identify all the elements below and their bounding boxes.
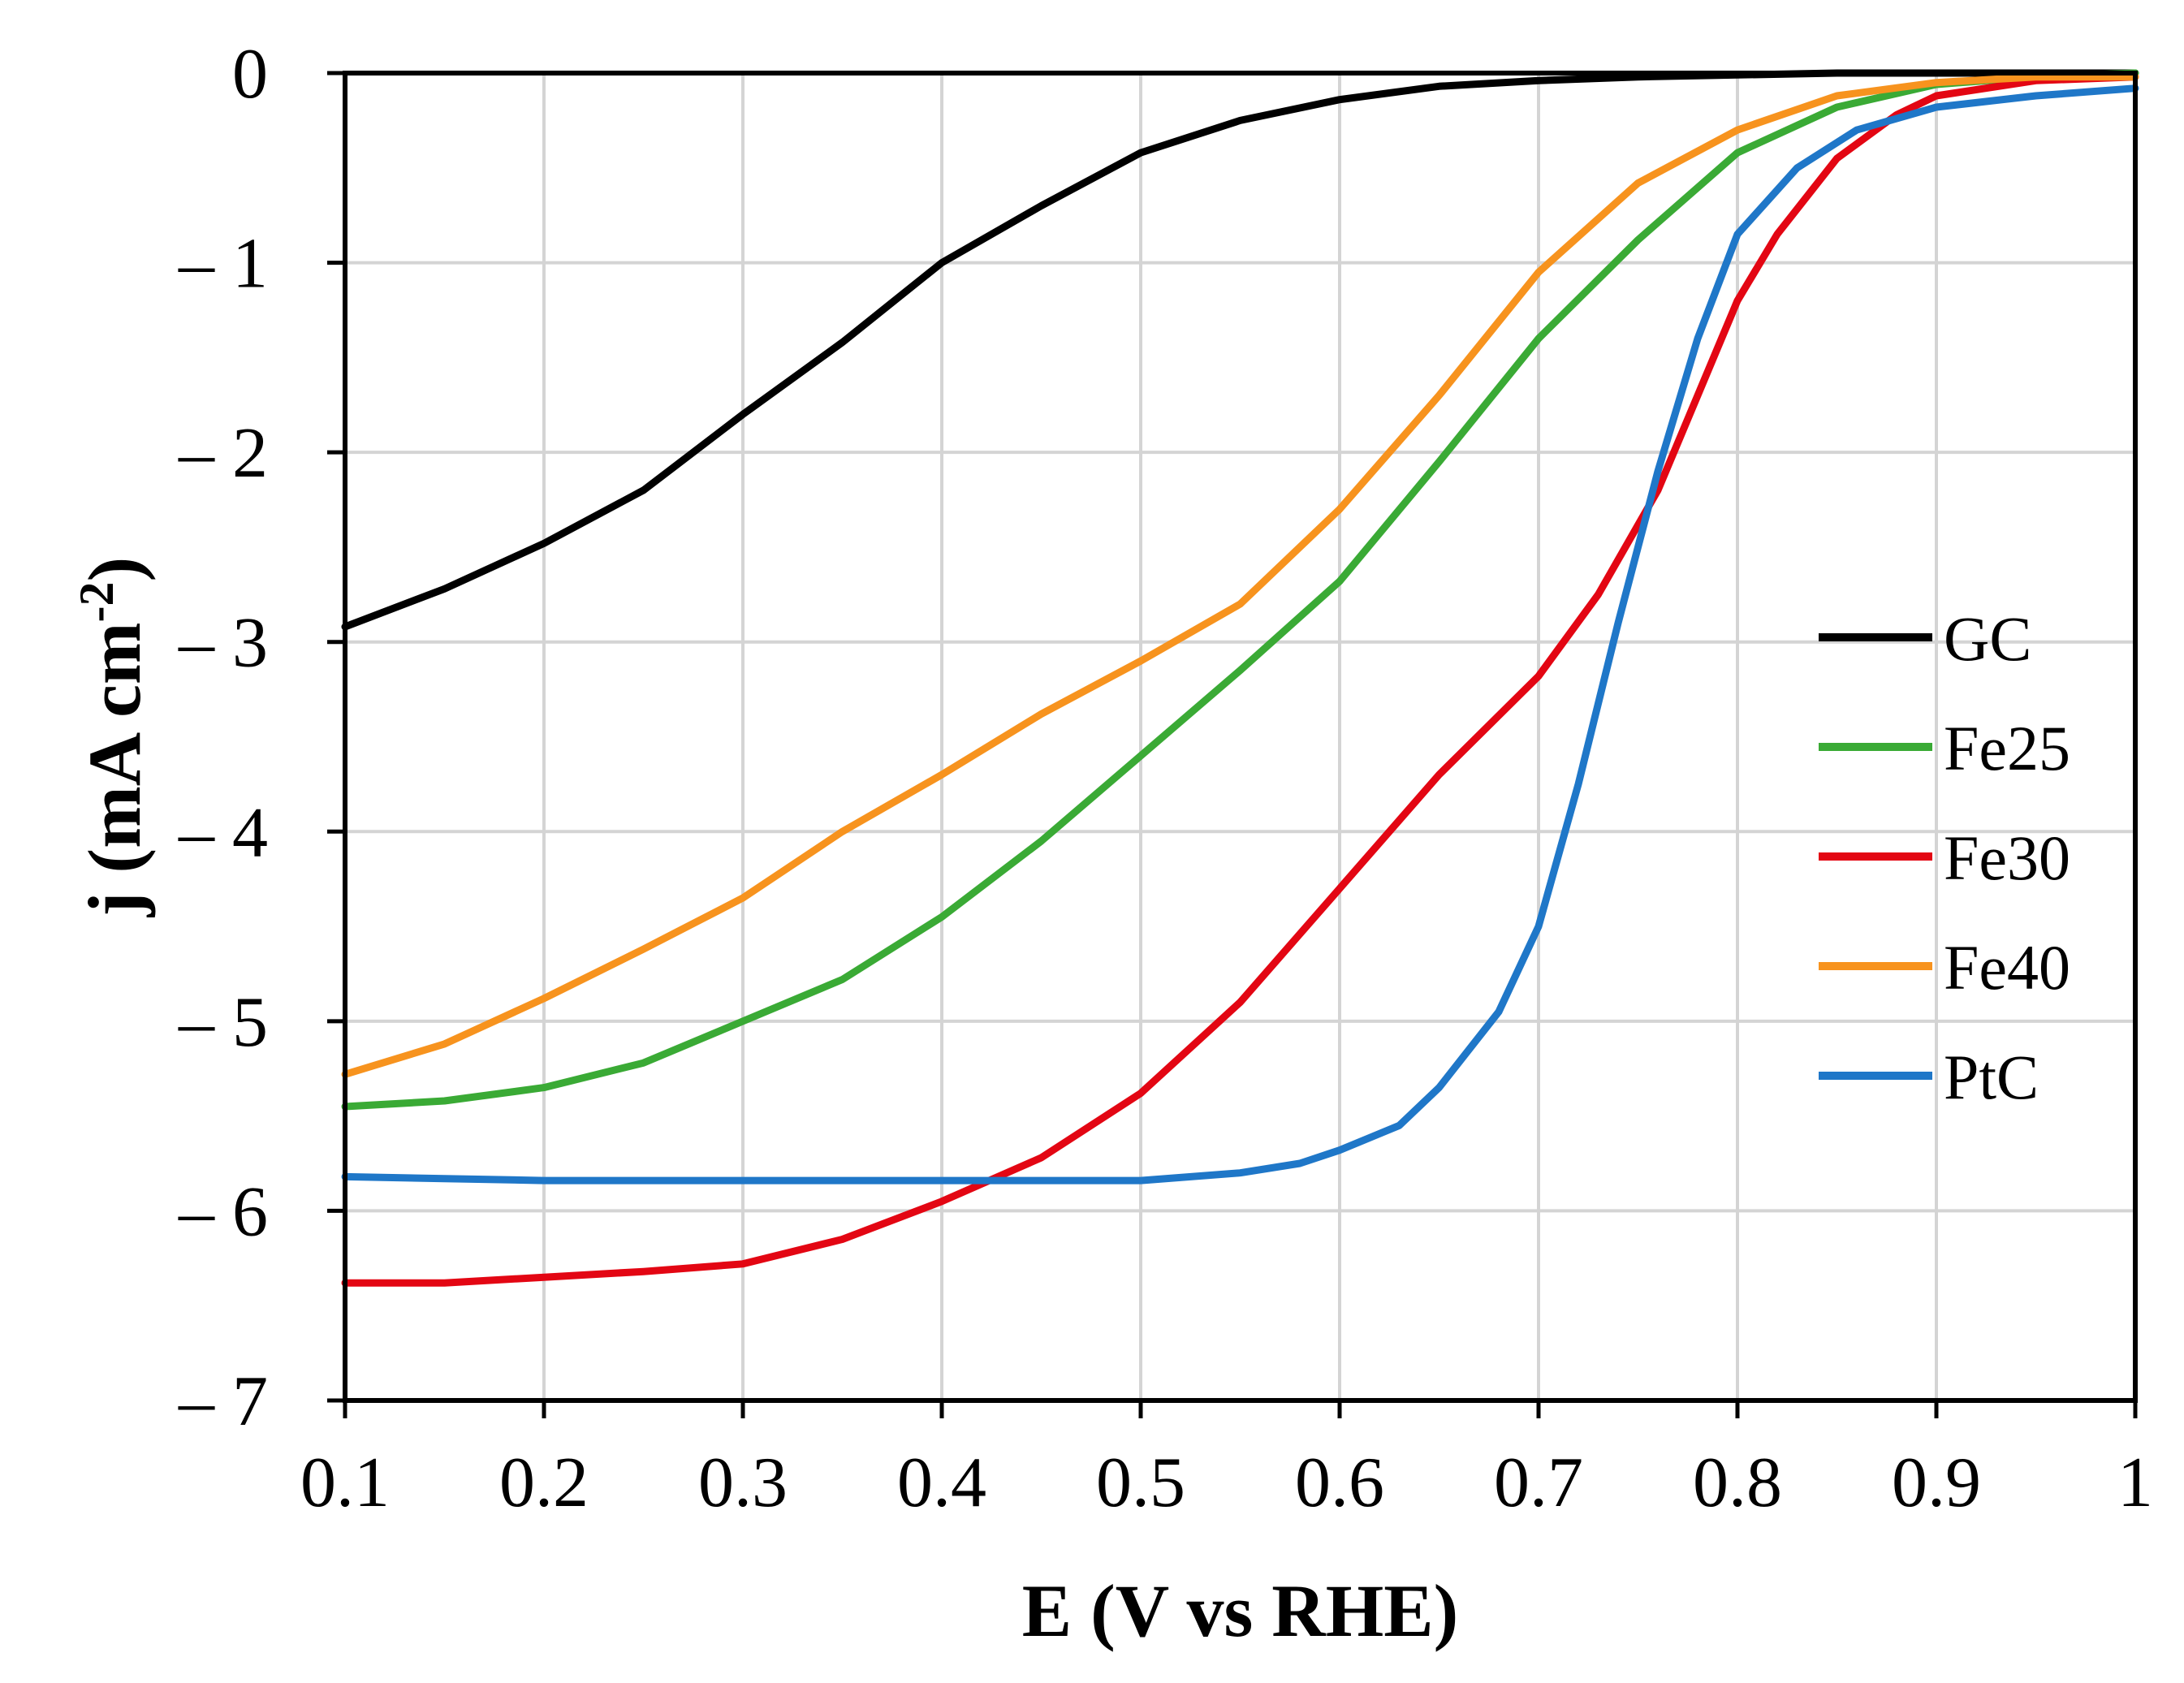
y-tick-label: – 1 bbox=[178, 225, 268, 304]
x-tick-label: 0.5 bbox=[1096, 1443, 1185, 1522]
y-tick-label: – 3 bbox=[178, 604, 268, 683]
y-tick-label: 0 bbox=[232, 35, 268, 114]
x-tick-label: 0.2 bbox=[499, 1443, 589, 1522]
legend: GC Fe25 Fe30 Fe40 PtC bbox=[1819, 603, 2070, 1112]
legend-label-ptc: PtC bbox=[1944, 1042, 2039, 1112]
series-line-gc bbox=[341, 69, 2139, 631]
grid-lines bbox=[343, 71, 2137, 1402]
x-tick-label: 0.1 bbox=[300, 1443, 390, 1522]
legend-label-gc: GC bbox=[1944, 603, 2031, 674]
x-tick-label: 0.3 bbox=[698, 1443, 788, 1522]
x-tick-label: 0.6 bbox=[1295, 1443, 1384, 1522]
series-line-fe25 bbox=[341, 69, 2139, 1111]
y-tick-label: – 7 bbox=[178, 1362, 268, 1441]
y-axis-ticks: 0 – 1 – 2 – 3 – 4 – 5 – 6 – 7 bbox=[178, 35, 345, 1441]
y-axis-title-sup: -2 bbox=[70, 581, 123, 622]
x-tick-label: 0.9 bbox=[1892, 1443, 1981, 1522]
x-axis-title: E (V vs RHE) bbox=[1022, 1569, 1459, 1652]
plot-frame bbox=[343, 71, 2138, 1403]
x-tick-label: 0.8 bbox=[1693, 1443, 1782, 1522]
y-axis-title-close: ) bbox=[73, 557, 156, 582]
legend-label-fe40: Fe40 bbox=[1944, 932, 2070, 1003]
series-line-fe30 bbox=[341, 73, 2139, 1287]
x-tick-label: 0.4 bbox=[897, 1443, 986, 1522]
series-line-fe40 bbox=[341, 73, 2139, 1078]
y-axis-title: j (mA cm-2) bbox=[70, 557, 156, 917]
y-axis-title-main: j (mA cm bbox=[73, 622, 156, 917]
y-tick-label: – 2 bbox=[178, 414, 268, 493]
x-axis-ticks: 0.1 0.2 0.3 0.4 0.5 0.6 0.7 0.8 0.9 1 bbox=[300, 1400, 2153, 1522]
y-tick-label: – 5 bbox=[178, 983, 268, 1062]
legend-label-fe30: Fe30 bbox=[1944, 822, 2070, 893]
x-tick-label: 1 bbox=[2117, 1443, 2153, 1522]
legend-label-fe25: Fe25 bbox=[1944, 713, 2070, 783]
y-tick-label: – 4 bbox=[178, 793, 268, 872]
y-tick-label: – 6 bbox=[178, 1172, 268, 1251]
series-lines bbox=[341, 69, 2139, 1287]
x-tick-label: 0.7 bbox=[1494, 1443, 1583, 1522]
series-line-ptc bbox=[341, 84, 2139, 1185]
